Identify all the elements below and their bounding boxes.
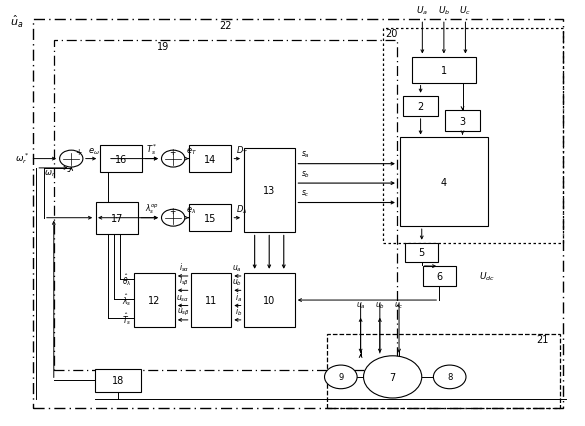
Text: $u_a$: $u_a$ — [356, 300, 366, 311]
Text: 16: 16 — [115, 154, 127, 164]
Text: 22: 22 — [219, 20, 231, 31]
Circle shape — [363, 356, 422, 398]
Text: 15: 15 — [204, 213, 216, 223]
Text: $D_T$: $D_T$ — [236, 144, 248, 156]
Text: 8: 8 — [447, 372, 452, 382]
Circle shape — [161, 151, 185, 168]
Bar — [328, 334, 560, 408]
Text: 11: 11 — [205, 295, 217, 305]
Bar — [189, 204, 231, 232]
Text: $\hat{\lambda}_s$: $\hat{\lambda}_s$ — [122, 291, 132, 307]
Circle shape — [161, 210, 185, 227]
Bar — [403, 96, 438, 117]
Text: $i_{s\alpha}$: $i_{s\alpha}$ — [179, 261, 190, 273]
Text: 5: 5 — [419, 248, 425, 258]
Text: $e_\omega$: $e_\omega$ — [88, 146, 99, 156]
Text: $u_{s\alpha}$: $u_{s\alpha}$ — [176, 292, 190, 303]
Text: 14: 14 — [204, 154, 216, 164]
Text: +: + — [75, 148, 82, 157]
Text: 12: 12 — [149, 295, 161, 305]
Text: $u_a$: $u_a$ — [232, 263, 242, 273]
Text: 13: 13 — [263, 186, 276, 196]
Text: 1: 1 — [441, 66, 447, 76]
Bar — [100, 146, 142, 173]
Bar — [400, 138, 487, 227]
Circle shape — [325, 365, 357, 389]
Text: $T_s^*$: $T_s^*$ — [146, 141, 157, 156]
Text: $i_b$: $i_b$ — [235, 305, 242, 317]
Text: 21: 21 — [536, 334, 549, 345]
Bar — [423, 267, 456, 286]
Text: +: + — [169, 207, 176, 216]
Bar — [134, 273, 175, 328]
Bar — [96, 202, 137, 234]
Text: 4: 4 — [441, 177, 447, 187]
Text: $\hat{T}_s$: $\hat{T}_s$ — [122, 311, 132, 326]
Text: 17: 17 — [111, 213, 123, 223]
Text: $\lambda_s^{op}$: $\lambda_s^{op}$ — [144, 202, 159, 215]
Text: 18: 18 — [112, 375, 124, 386]
Text: $e_T$: $e_T$ — [186, 146, 197, 156]
Text: 9: 9 — [338, 372, 343, 382]
Text: $\omega_r$: $\omega_r$ — [44, 169, 56, 179]
Text: $s_c$: $s_c$ — [301, 188, 310, 199]
Text: $\hat{u}_a$: $\hat{u}_a$ — [10, 14, 23, 30]
Text: $U_a$: $U_a$ — [417, 4, 428, 17]
Bar — [243, 149, 295, 233]
Bar — [412, 58, 476, 83]
Bar — [95, 369, 141, 392]
Bar — [191, 273, 231, 328]
Text: $U_b$: $U_b$ — [438, 4, 450, 17]
Bar — [54, 41, 397, 370]
Text: 10: 10 — [263, 295, 276, 305]
Text: $i_a$: $i_a$ — [235, 291, 242, 303]
Text: $u_c$: $u_c$ — [394, 300, 404, 311]
Text: $U_c$: $U_c$ — [459, 4, 472, 17]
Text: 3: 3 — [459, 116, 466, 126]
Text: 7: 7 — [390, 372, 396, 382]
Text: 19: 19 — [157, 42, 169, 52]
Text: +: + — [169, 148, 176, 157]
Text: $D_\lambda$: $D_\lambda$ — [236, 203, 247, 215]
Text: $\hat{\theta}_\lambda$: $\hat{\theta}_\lambda$ — [122, 272, 132, 288]
Text: $u_b$: $u_b$ — [375, 300, 385, 311]
Text: $i_{s\beta}$: $i_{s\beta}$ — [179, 275, 190, 288]
Bar — [405, 243, 438, 262]
Text: 6: 6 — [436, 271, 442, 281]
Text: $\omega_r^*$: $\omega_r^*$ — [15, 151, 29, 166]
Text: $e_\lambda$: $e_\lambda$ — [186, 205, 196, 215]
Circle shape — [60, 151, 83, 168]
Bar — [383, 29, 563, 244]
Text: 20: 20 — [386, 29, 398, 39]
Text: $U_{dc}$: $U_{dc}$ — [479, 270, 495, 282]
Text: 2: 2 — [418, 101, 424, 112]
Text: $u_b$: $u_b$ — [232, 277, 242, 288]
Bar — [445, 111, 480, 132]
Text: $s_a$: $s_a$ — [301, 150, 310, 160]
Text: $s_b$: $s_b$ — [301, 169, 311, 179]
Text: $u_{s\beta}$: $u_{s\beta}$ — [177, 306, 190, 317]
Bar — [189, 146, 231, 173]
Circle shape — [433, 365, 466, 389]
Bar — [243, 273, 295, 328]
Text: -: - — [67, 166, 70, 176]
